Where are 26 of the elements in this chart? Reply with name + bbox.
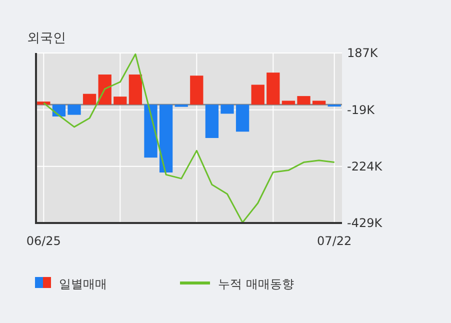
- bar: [159, 104, 173, 172]
- bar: [144, 104, 158, 158]
- y-tick-label: 187K: [347, 46, 379, 60]
- bar: [205, 104, 219, 138]
- bar: [266, 72, 280, 105]
- chart-title: 외국인: [27, 31, 66, 46]
- bar: [251, 84, 264, 105]
- legend-label: 일별매매: [59, 277, 107, 291]
- y-tick-label: -19K: [347, 102, 376, 117]
- bar: [236, 104, 250, 132]
- bar: [68, 104, 81, 115]
- x-tick-label: 06/25: [26, 234, 61, 248]
- bar: [114, 96, 127, 105]
- y-tick-label: -224K: [347, 159, 384, 174]
- line-series: [42, 53, 336, 224]
- bar: [282, 100, 296, 105]
- bar: [82, 94, 96, 105]
- bar: [190, 76, 204, 105]
- bar: [98, 74, 112, 105]
- bar: [220, 104, 234, 114]
- bar: [128, 74, 142, 105]
- legend-label: 누적 매매동향: [218, 277, 294, 291]
- y-tick-label: -429K: [347, 216, 384, 230]
- bar: [312, 100, 326, 105]
- x-tick-label: 07/22: [317, 234, 352, 248]
- bar: [297, 96, 310, 105]
